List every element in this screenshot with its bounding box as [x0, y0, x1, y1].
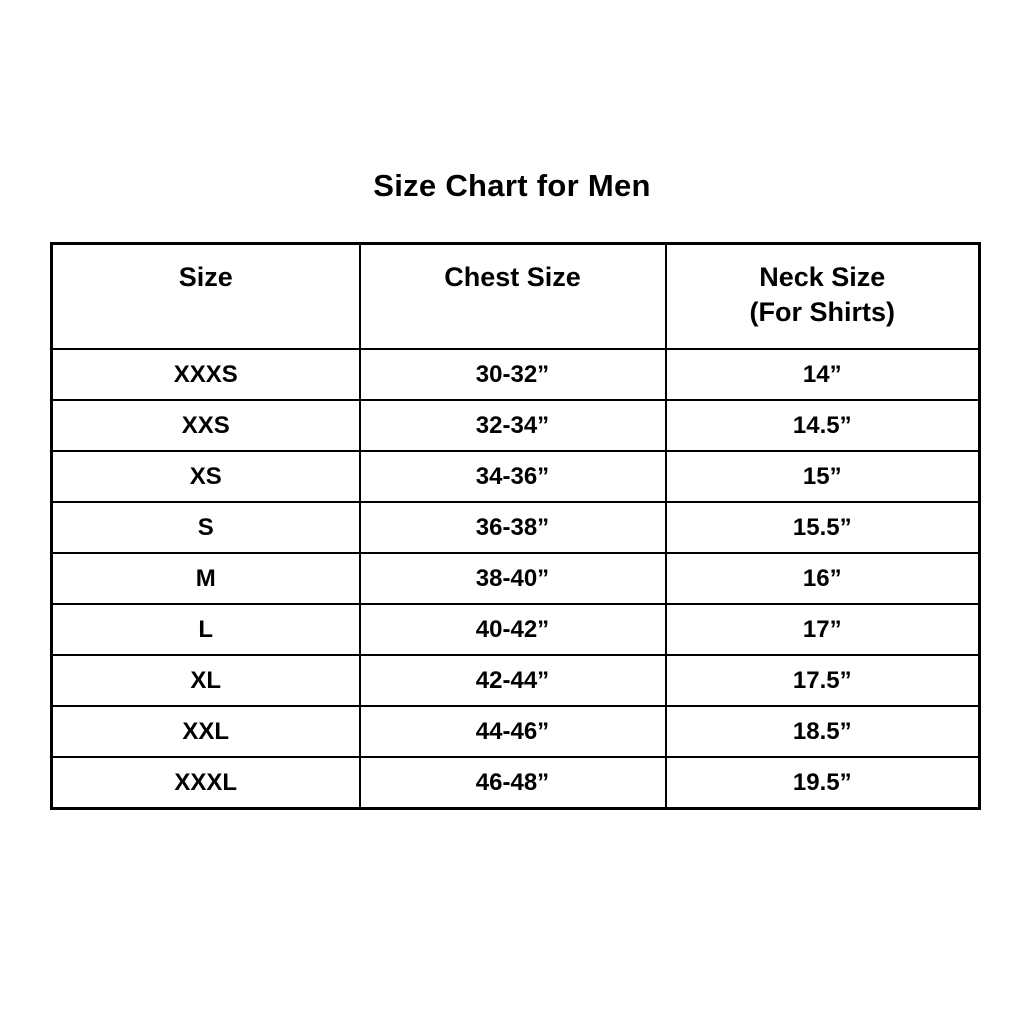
header-row: Size Chest Size Neck Size (For Shirts) — [50, 242, 981, 350]
table-row: L 40-42” 17” — [50, 603, 981, 656]
table-row: XXXS 30-32” 14” — [50, 348, 981, 401]
table-row: XS 34-36” 15” — [50, 450, 981, 503]
column-header-label: Neck Size — [759, 262, 886, 292]
column-header-neck-size: Neck Size (For Shirts) — [664, 242, 981, 350]
neck-size-cell: 17.5” — [664, 654, 981, 707]
table-row: S 36-38” 15.5” — [50, 501, 981, 554]
size-cell: XXXS — [50, 348, 361, 401]
neck-size-cell: 14” — [664, 348, 981, 401]
neck-size-cell: 15” — [664, 450, 981, 503]
size-cell: S — [50, 501, 361, 554]
column-header-chest-size: Chest Size — [358, 242, 667, 350]
neck-size-cell: 17” — [664, 603, 981, 656]
size-table-body: XXXS 30-32” 14” XXS 32-34” 14.5” XS 34-3… — [50, 348, 981, 810]
chest-size-cell: 34-36” — [358, 450, 667, 503]
column-header-label: Chest Size — [444, 262, 581, 292]
chest-size-cell: 42-44” — [358, 654, 667, 707]
table-row: XXL 44-46” 18.5” — [50, 705, 981, 758]
table-row: XXXL 46-48” 19.5” — [50, 756, 981, 810]
column-header-sublabel: (For Shirts) — [749, 297, 896, 327]
chest-size-cell: 40-42” — [358, 603, 667, 656]
chest-size-cell: 36-38” — [358, 501, 667, 554]
size-chart-table: Size Chest Size Neck Size (For Shirts) X… — [50, 242, 981, 810]
size-cell: XXL — [50, 705, 361, 758]
size-cell: XS — [50, 450, 361, 503]
size-cell: M — [50, 552, 361, 605]
size-cell: L — [50, 603, 361, 656]
size-cell: XL — [50, 654, 361, 707]
chest-size-cell: 30-32” — [358, 348, 667, 401]
chest-size-cell: 32-34” — [358, 399, 667, 452]
size-cell: XXS — [50, 399, 361, 452]
column-header-label: Size — [178, 262, 233, 292]
neck-size-cell: 15.5” — [664, 501, 981, 554]
neck-size-cell: 14.5” — [664, 399, 981, 452]
neck-size-cell: 19.5” — [664, 756, 981, 810]
size-cell: XXXL — [50, 756, 361, 810]
neck-size-cell: 16” — [664, 552, 981, 605]
chest-size-cell: 46-48” — [358, 756, 667, 810]
table-row: XXS 32-34” 14.5” — [50, 399, 981, 452]
column-header-size: Size — [50, 242, 361, 350]
table-row: XL 42-44” 17.5” — [50, 654, 981, 707]
chest-size-cell: 44-46” — [358, 705, 667, 758]
neck-size-cell: 18.5” — [664, 705, 981, 758]
chest-size-cell: 38-40” — [358, 552, 667, 605]
page-title: Size Chart for Men — [373, 168, 651, 203]
table-row: M 38-40” 16” — [50, 552, 981, 605]
table-header: Size Chest Size Neck Size (For Shirts) — [50, 242, 981, 350]
